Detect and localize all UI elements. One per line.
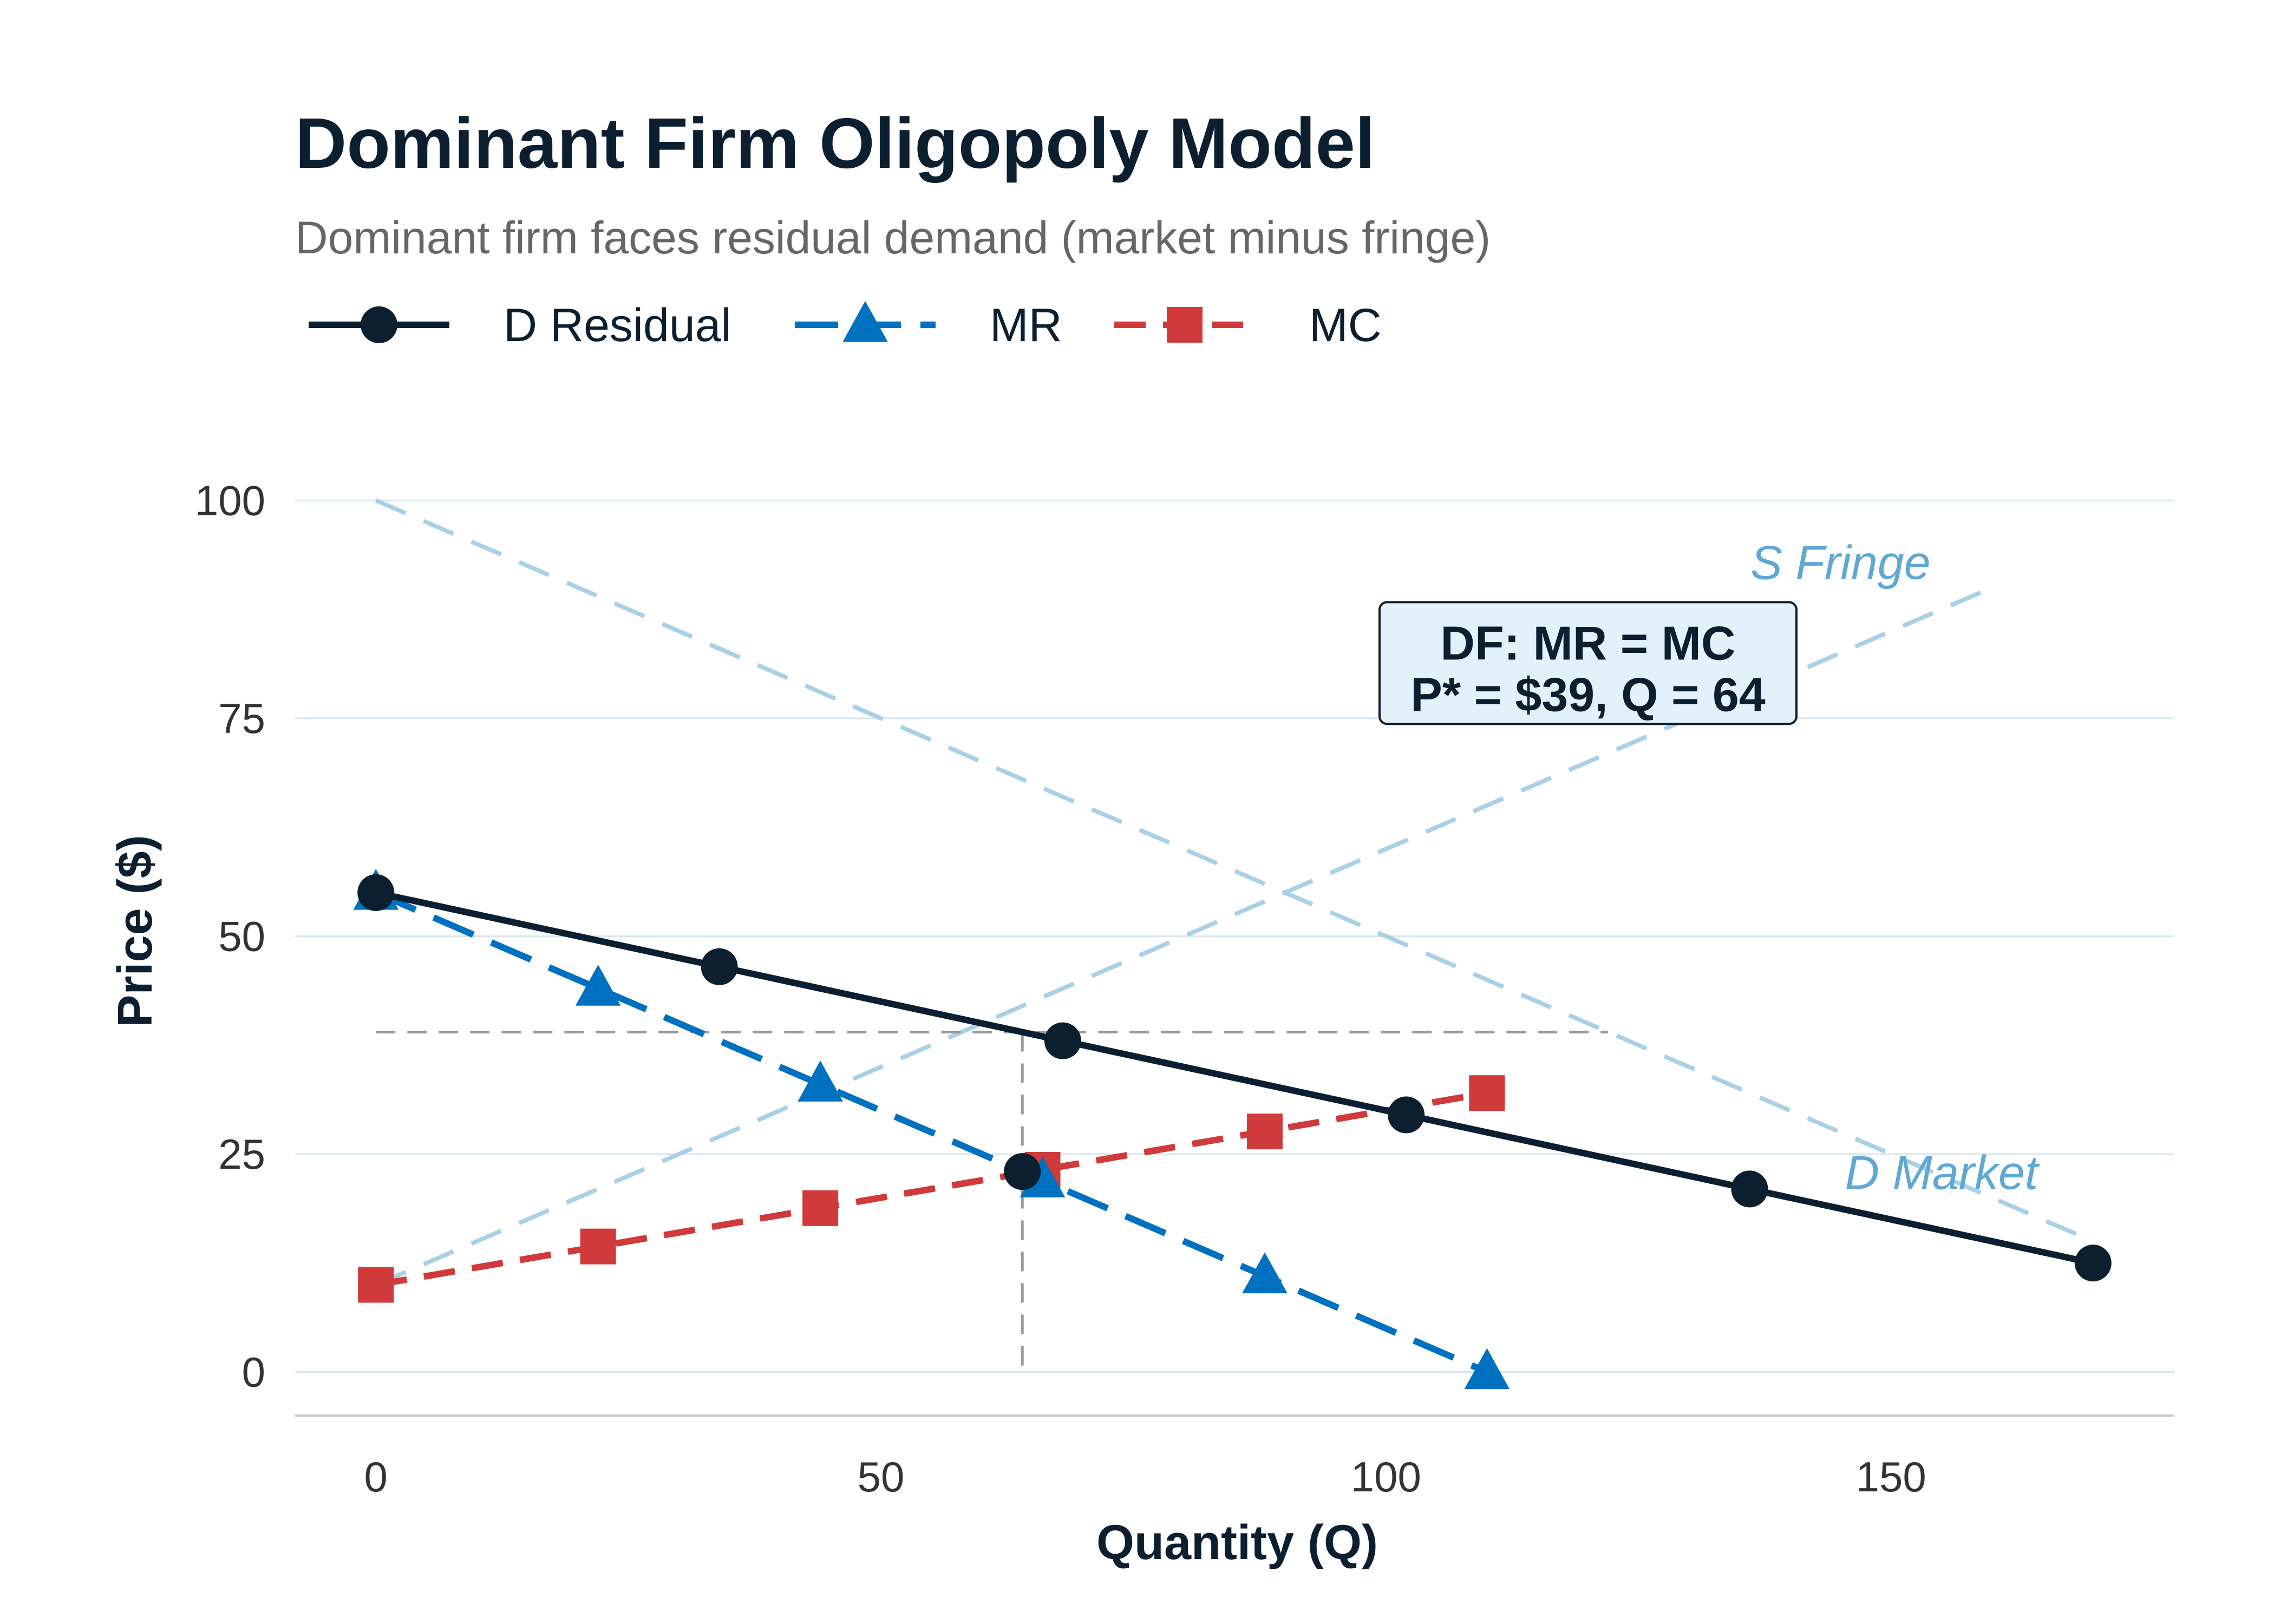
series-mr (353, 868, 1510, 1390)
legend-marker (1167, 307, 1203, 343)
legend-item-d-residual: D Residual (309, 299, 731, 351)
y-tick-label: 100 (195, 476, 265, 524)
series-mc (358, 1075, 1505, 1303)
background-curves: S Fringe D Market (375, 498, 2094, 1287)
chart-subtitle: Dominant firm faces residual demand (mar… (295, 212, 1491, 263)
point-mc (1246, 1114, 1283, 1150)
x-tick-label: 100 (1351, 1453, 1421, 1501)
curve-label-d-market: D Market (1845, 1145, 2040, 1199)
y-tick-label: 25 (218, 1130, 265, 1178)
curve-label-s-fringe: S Fringe (1750, 535, 1931, 589)
point-d-residual (357, 874, 395, 911)
point-mr (575, 965, 621, 1006)
y-tick-label: 50 (218, 912, 265, 960)
legend-marker (842, 301, 888, 342)
grid (295, 499, 2174, 1373)
point-d-residual (1044, 1022, 1081, 1059)
reference-lines (376, 1031, 1609, 1372)
point-d-residual (1388, 1096, 1425, 1134)
legend-item-mr: MR (795, 299, 1062, 351)
legend-label: MR (990, 299, 1062, 351)
point-mc (802, 1190, 839, 1226)
x-axis-title: Quantity (Q) (1096, 1516, 1378, 1570)
point-mr (1464, 1348, 1510, 1390)
series-line-mr (374, 889, 1488, 1376)
y-tick-label: 0 (242, 1348, 265, 1396)
series (353, 868, 2112, 1390)
point-mr (1242, 1252, 1288, 1294)
point-mc (358, 1267, 394, 1303)
y-axis-title: Price ($) (108, 835, 162, 1027)
annotation-layer: DF: MR = MCP* = $39, Q = 64 (1004, 601, 1798, 1190)
y-axis: 0 25 50 75 100 (195, 476, 265, 1396)
legend-label: D Residual (504, 299, 731, 351)
point-mc (580, 1228, 616, 1265)
series-d-residual (357, 874, 2112, 1282)
annotation-line: DF: MR = MC (1440, 616, 1735, 670)
x-tick-label: 50 (858, 1453, 905, 1501)
point-d-residual (701, 948, 738, 985)
point-d-residual (1731, 1170, 1768, 1208)
point-d-residual (2074, 1245, 2112, 1282)
annotation-line: P* = $39, Q = 64 (1410, 667, 1766, 721)
legend-label: MC (1309, 299, 1382, 351)
series-line-mc (375, 1090, 1488, 1288)
annotation-box (1378, 601, 1798, 725)
y-tick-label: 75 (218, 695, 265, 742)
x-tick-label: 0 (364, 1453, 388, 1501)
chart-title: Dominant Firm Oligopoly Model (295, 103, 1375, 183)
point-mr (798, 1060, 843, 1102)
legend: D Residual MR MC (309, 299, 1382, 351)
point-mc (1469, 1075, 1505, 1111)
equilibrium-point (1004, 1153, 1041, 1190)
series-line-d-residual (375, 889, 2094, 1267)
x-axis: 0 50 100 150 (295, 1415, 2174, 1501)
x-tick-label: 150 (1856, 1453, 1926, 1501)
curve-d-market (375, 498, 2094, 1243)
legend-marker (361, 306, 397, 343)
legend-item-mc: MC (1114, 299, 1382, 351)
